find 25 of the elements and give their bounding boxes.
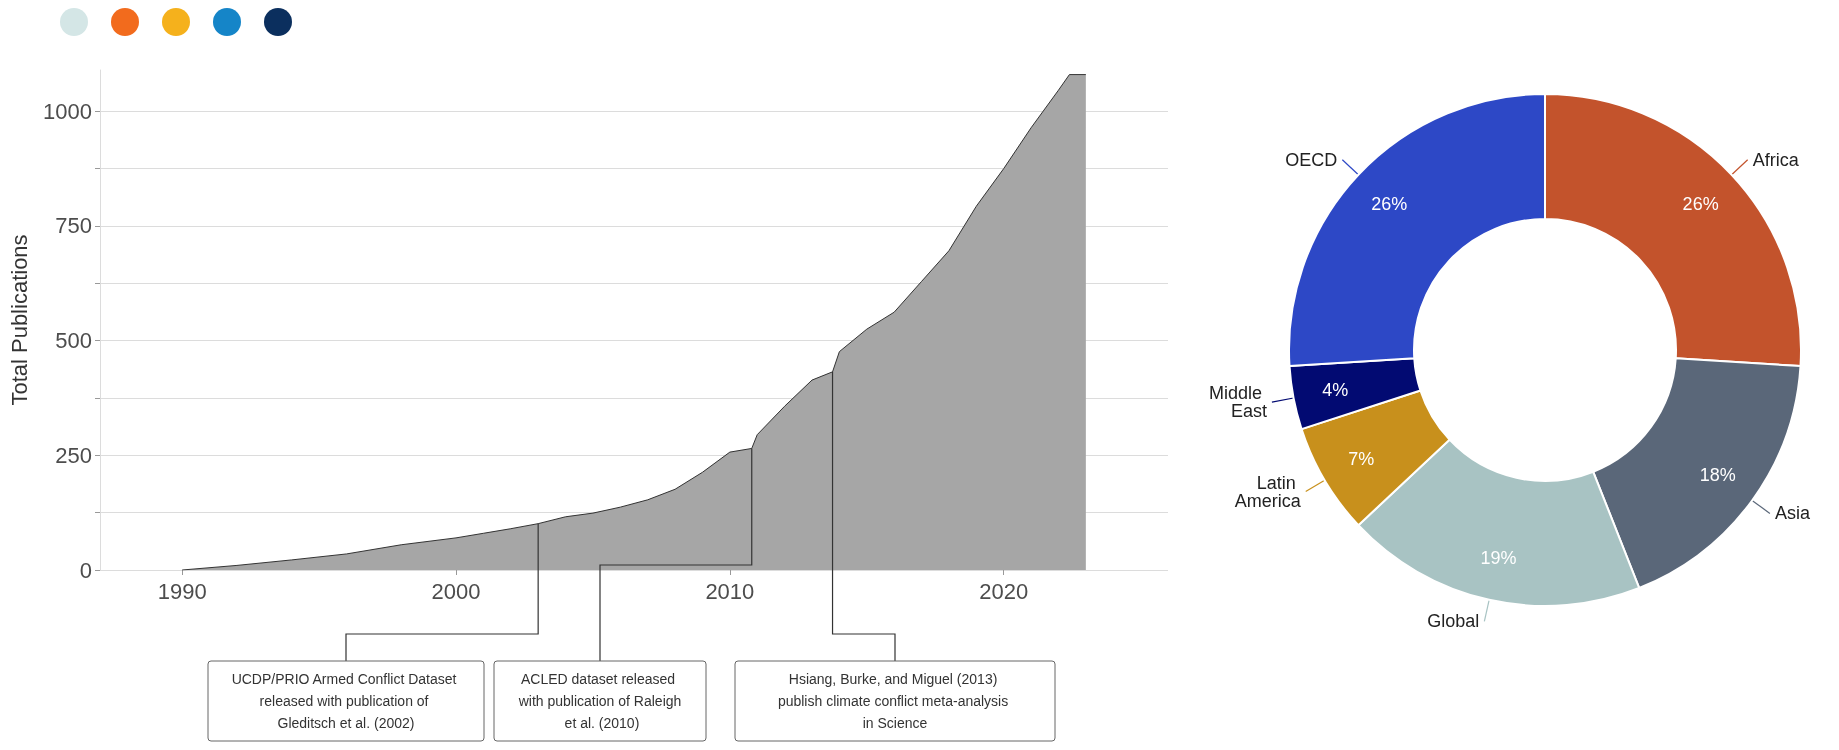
slice-label: Africa (1752, 149, 1800, 170)
data-label: 4% (1322, 380, 1349, 401)
y-tick-label: 0 (79, 557, 92, 583)
x-tick-label: 2010 (705, 578, 755, 604)
y-tick-label: 1000 (43, 98, 92, 124)
x-tick-label: 2020 (979, 578, 1029, 604)
slice-label: OECD (1285, 149, 1338, 170)
data-label: 26% (1682, 193, 1719, 214)
slice-label: Middle East (1208, 383, 1267, 422)
y-axis-title: Total Publications (6, 234, 32, 406)
y-tick-label: 250 (55, 442, 92, 468)
data-label: 7% (1348, 448, 1375, 469)
data-label: 18% (1699, 465, 1736, 486)
data-label: 19% (1480, 548, 1517, 569)
data-label: 26% (1371, 193, 1408, 214)
slice-label: Latin America (1234, 472, 1302, 511)
slice-label: Asia (1774, 503, 1811, 524)
y-tick-label: 500 (55, 328, 92, 354)
y-tick-label: 750 (55, 213, 92, 239)
x-tick-label: 1990 (157, 578, 207, 604)
annotation: Hsiang, Burke, and Miguel (2013) publish climate conflict meta-analysis in Science (777, 671, 1013, 731)
x-tick-label: 2000 (431, 578, 481, 604)
annotation: ACLED dataset released with publication of Raleigh et al. (2010) (517, 671, 682, 731)
slice-label: Global (1427, 611, 1480, 632)
annotation: UCDP/PRIO Armed Conflict Dataset released with publication of Gleditsch et al. (2002) (231, 671, 461, 731)
